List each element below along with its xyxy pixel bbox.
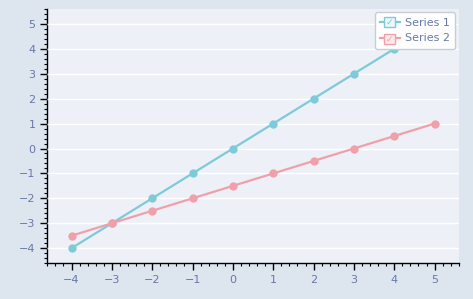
Text: ✓: ✓ — [385, 17, 393, 27]
Legend: Series 1, Series 2: Series 1, Series 2 — [375, 12, 455, 49]
Text: ✓: ✓ — [385, 35, 393, 44]
